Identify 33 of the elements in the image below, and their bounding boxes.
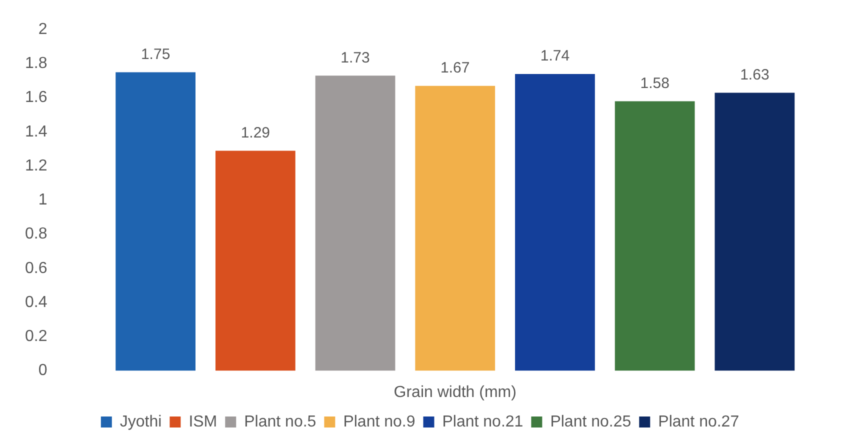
y-tick-label: 2 <box>38 21 48 38</box>
bar <box>515 74 595 371</box>
y-tick-label: 1.4 <box>24 123 48 140</box>
bar <box>714 92 795 371</box>
data-label: 1.29 <box>240 124 270 142</box>
y-tick-label: 0.4 <box>24 294 48 311</box>
bar <box>315 76 396 371</box>
y-tick-label: 0.6 <box>24 260 48 277</box>
y-tick-label: 0.2 <box>24 328 48 346</box>
y-tick-label: 1 <box>38 192 48 209</box>
bar <box>116 72 196 371</box>
data-label: 1.74 <box>540 48 570 65</box>
y-tick-label: 1.2 <box>24 157 48 174</box>
data-label: 1.63 <box>740 66 770 84</box>
data-label: 1.67 <box>440 60 470 77</box>
x-axis-title: Grain width (mm) <box>394 384 516 401</box>
bar <box>215 150 296 371</box>
data-label: 1.73 <box>340 49 370 66</box>
legend-label: Plant no.5 <box>244 413 316 430</box>
bar <box>614 101 695 371</box>
bar <box>415 86 496 371</box>
data-label: 1.58 <box>640 74 670 92</box>
legend-label: ISM <box>188 413 218 430</box>
legend-label: Jyothi <box>120 413 162 430</box>
y-tick-label: 0 <box>38 362 48 380</box>
legend-label: Plant no.25 <box>550 413 632 430</box>
legend-label: Plant no.27 <box>658 413 740 430</box>
legend-label: Plant no.21 <box>442 413 524 430</box>
data-label: 1.75 <box>140 46 170 63</box>
y-tick-label: 1.8 <box>24 55 48 72</box>
legend-label: Plant no.9 <box>343 413 416 430</box>
y-tick-label: 1.6 <box>24 89 48 106</box>
y-tick-label: 0.8 <box>24 226 48 243</box>
